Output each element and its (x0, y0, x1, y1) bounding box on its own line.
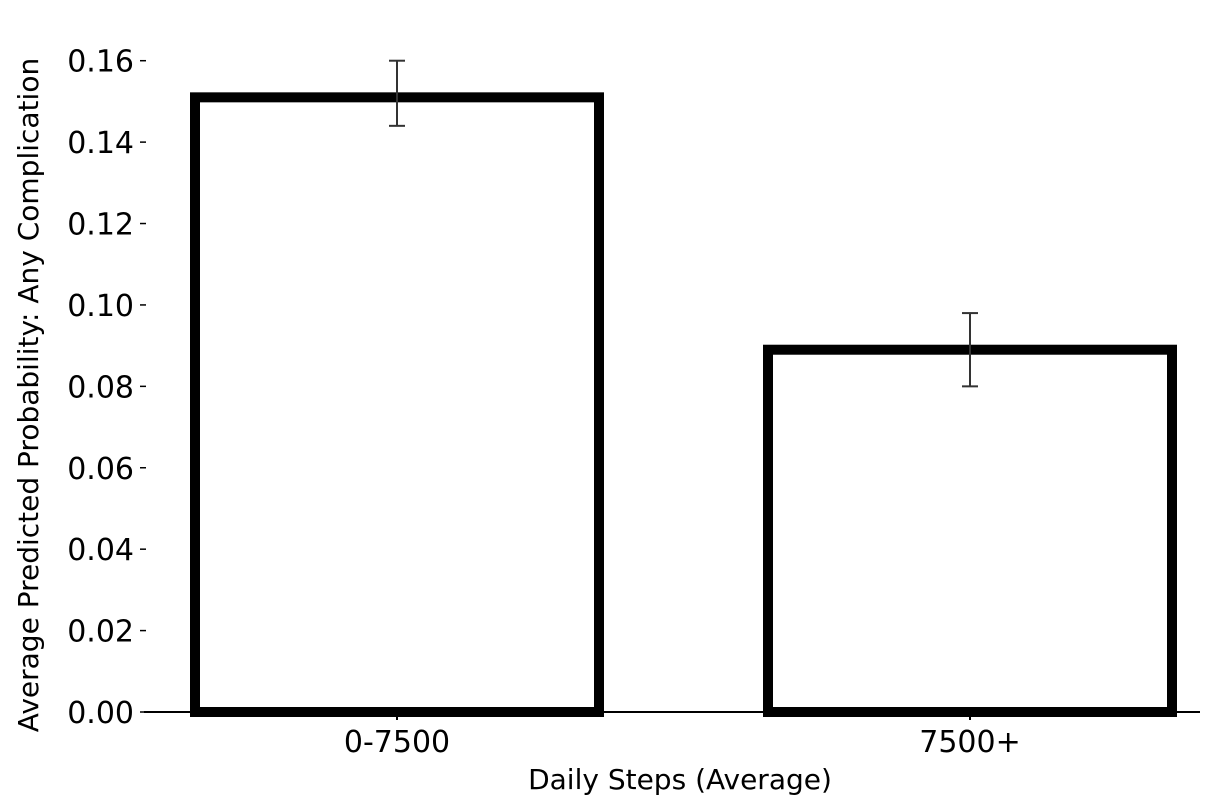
error-bar-0-7500 (389, 59, 405, 127)
error-bars-layer (389, 59, 978, 388)
y-tick-label: 0.06 (67, 452, 134, 487)
y-tick-label: 0.14 (67, 126, 134, 161)
y-tick-label: 0.00 (67, 696, 134, 731)
bar-7500+ (763, 344, 1177, 717)
x-axis-label: Daily Steps (Average) (528, 763, 832, 796)
y-axis: 0.00 0.02 0.04 0.06 0.08 0.10 0.12 0.14 0.16 (67, 45, 146, 731)
bar-0-7500 (190, 92, 604, 717)
error-bar-7500+ (962, 312, 978, 388)
x-tick-label: 7500+ (919, 725, 1020, 760)
x-axis: 0-7500 7500+ (144, 711, 1200, 760)
y-tick-label: 0.16 (67, 45, 134, 80)
y-tick-label: 0.02 (67, 615, 134, 650)
y-tick-label: 0.12 (67, 208, 134, 243)
x-tick-label: 0-7500 (344, 725, 450, 760)
bars-layer (190, 92, 1177, 717)
y-tick-label: 0.08 (67, 370, 134, 405)
y-tick-label: 0.10 (67, 289, 134, 324)
y-axis-label: Average Predicted Probability: Any Compl… (12, 58, 45, 732)
y-tick-label: 0.04 (67, 533, 134, 568)
